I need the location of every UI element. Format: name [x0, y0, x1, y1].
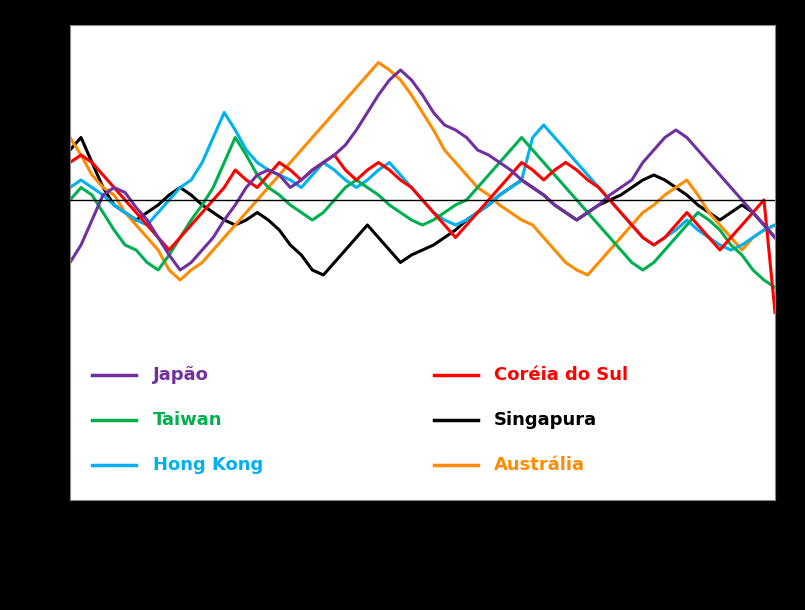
Text: Singapura: Singapura — [494, 411, 597, 429]
Text: Coréia do Sul: Coréia do Sul — [494, 366, 628, 384]
Text: Japão: Japão — [153, 366, 208, 384]
Text: Austrália: Austrália — [494, 456, 585, 474]
Text: Hong Kong: Hong Kong — [153, 456, 263, 474]
Text: Taiwan: Taiwan — [153, 411, 222, 429]
